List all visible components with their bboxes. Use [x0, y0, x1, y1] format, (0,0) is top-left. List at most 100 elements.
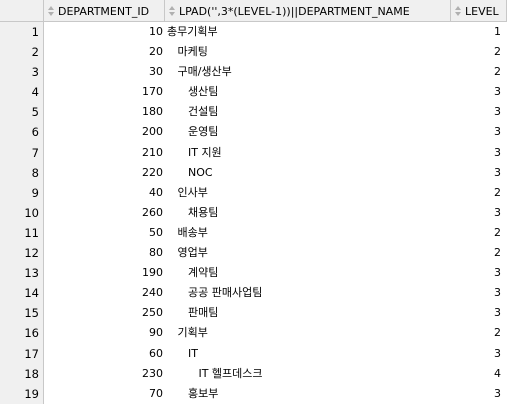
- level-cell[interactable]: 3: [494, 85, 501, 99]
- department-name-cell[interactable]: 홍보부: [167, 386, 219, 400]
- department-id-cell[interactable]: 260: [142, 205, 163, 219]
- department-name-cell[interactable]: IT: [167, 346, 198, 360]
- table-row[interactable]: 17 60 IT 3: [0, 343, 507, 364]
- table-row[interactable]: 14 240 공공 판매사업팀 3: [0, 283, 507, 304]
- table-row[interactable]: 10 260 채용팀 3: [0, 202, 507, 223]
- department-name-cell[interactable]: 배송부: [167, 225, 208, 239]
- row-number-cell[interactable]: 13: [0, 263, 44, 284]
- department-name-cell[interactable]: 운영팀: [167, 125, 219, 139]
- department-id-cell[interactable]: 250: [142, 306, 163, 320]
- table-row[interactable]: 8 220 NOC 3: [0, 162, 507, 183]
- table-row[interactable]: 19 70 홍보부 3: [0, 383, 507, 404]
- department-name-cell[interactable]: NOC: [167, 165, 213, 179]
- header-department-name[interactable]: LPAD('',3*(LEVEL-1))||DEPARTMENT_NAME: [165, 0, 451, 22]
- row-number-cell[interactable]: 4: [0, 82, 44, 103]
- level-cell[interactable]: 3: [494, 286, 501, 300]
- sort-arrows-icon[interactable]: [168, 5, 177, 17]
- level-cell[interactable]: 3: [494, 386, 501, 400]
- level-cell[interactable]: 4: [494, 366, 501, 380]
- department-id-cell[interactable]: 40: [149, 185, 163, 199]
- row-number-cell[interactable]: 7: [0, 142, 44, 163]
- level-cell[interactable]: 3: [494, 346, 501, 360]
- table-row[interactable]: 7 210 IT 지원 3: [0, 142, 507, 163]
- row-number-cell[interactable]: 16: [0, 323, 44, 344]
- department-name-cell[interactable]: 생산팀: [167, 85, 219, 99]
- department-id-cell[interactable]: 70: [149, 386, 163, 400]
- row-number-cell[interactable]: 6: [0, 122, 44, 143]
- row-number-cell[interactable]: 3: [0, 62, 44, 83]
- department-id-cell[interactable]: 60: [149, 346, 163, 360]
- row-number-cell[interactable]: 8: [0, 162, 44, 183]
- level-cell[interactable]: 3: [494, 266, 501, 280]
- level-cell[interactable]: 2: [494, 246, 501, 260]
- table-row[interactable]: 9 40 인사부 2: [0, 182, 507, 203]
- department-id-cell[interactable]: 230: [142, 366, 163, 380]
- level-cell[interactable]: 1: [494, 25, 501, 38]
- level-cell[interactable]: 2: [494, 326, 501, 340]
- table-row[interactable]: 15 250 판매팀 3: [0, 303, 507, 324]
- department-name-cell[interactable]: 판매팀: [167, 306, 219, 320]
- row-number-cell[interactable]: 9: [0, 182, 44, 203]
- table-row[interactable]: 12 80 영업부 2: [0, 243, 507, 264]
- department-id-cell[interactable]: 200: [142, 125, 163, 139]
- department-id-cell[interactable]: 180: [142, 105, 163, 119]
- table-row[interactable]: 4 170 생산팀 3: [0, 82, 507, 103]
- department-id-cell[interactable]: 50: [149, 225, 163, 239]
- department-name-cell[interactable]: 건설팀: [167, 105, 219, 119]
- row-number-cell[interactable]: 15: [0, 303, 44, 324]
- department-id-cell[interactable]: 170: [142, 85, 163, 99]
- level-cell[interactable]: 2: [494, 65, 501, 79]
- level-cell[interactable]: 3: [494, 125, 501, 139]
- department-id-cell[interactable]: 220: [142, 165, 163, 179]
- department-name-cell[interactable]: 채용팀: [167, 205, 219, 219]
- department-id-cell[interactable]: 20: [149, 45, 163, 59]
- department-name-cell[interactable]: IT 지원: [167, 145, 222, 159]
- row-number-cell[interactable]: 14: [0, 283, 44, 304]
- department-name-cell[interactable]: 계약팀: [167, 266, 219, 280]
- level-cell[interactable]: 3: [494, 165, 501, 179]
- row-number-cell[interactable]: 5: [0, 102, 44, 123]
- department-name-cell[interactable]: 영업부: [167, 246, 208, 260]
- department-name-cell[interactable]: 구매/생산부: [167, 65, 232, 79]
- header-department-id[interactable]: DEPARTMENT_ID: [44, 0, 165, 22]
- level-cell[interactable]: 2: [494, 185, 501, 199]
- row-number-cell[interactable]: 10: [0, 202, 44, 223]
- department-name-cell[interactable]: 공공 판매사업팀: [167, 286, 263, 300]
- row-number-cell[interactable]: 2: [0, 42, 44, 63]
- table-row[interactable]: 18 230 IT 헬프데스크 4: [0, 363, 507, 384]
- department-name-cell[interactable]: 인사부: [167, 185, 208, 199]
- department-name-cell[interactable]: 총무기획부: [167, 25, 218, 38]
- table-row[interactable]: 13 190 계약팀 3: [0, 263, 507, 284]
- row-number-cell[interactable]: 19: [0, 383, 44, 404]
- department-name-cell[interactable]: 마케팅: [167, 45, 208, 59]
- department-id-cell[interactable]: 240: [142, 286, 163, 300]
- row-number-cell[interactable]: 12: [0, 243, 44, 264]
- table-row[interactable]: 6 200 운영팀 3: [0, 122, 507, 143]
- level-cell[interactable]: 3: [494, 105, 501, 119]
- level-cell[interactable]: 3: [494, 205, 501, 219]
- table-row[interactable]: 5 180 건설팀 3: [0, 102, 507, 123]
- header-level[interactable]: LEVEL: [451, 0, 507, 22]
- row-number-cell[interactable]: 17: [0, 343, 44, 364]
- row-number-cell[interactable]: 18: [0, 363, 44, 384]
- department-name-cell[interactable]: IT 헬프데스크: [167, 366, 263, 380]
- sort-arrows-icon[interactable]: [47, 5, 56, 17]
- row-number-cell[interactable]: 1: [0, 22, 44, 43]
- table-row[interactable]: 11 50 배송부 2: [0, 222, 507, 244]
- department-name-cell[interactable]: 기획부: [167, 326, 208, 340]
- row-number-cell[interactable]: 11: [0, 222, 44, 244]
- department-id-cell[interactable]: 90: [149, 326, 163, 340]
- table-row[interactable]: 2 20 마케팅 2: [0, 42, 507, 63]
- department-id-cell[interactable]: 10: [149, 25, 163, 38]
- department-id-cell[interactable]: 210: [142, 145, 163, 159]
- table-row[interactable]: 3 30 구매/생산부 2: [0, 62, 507, 83]
- level-cell[interactable]: 2: [494, 225, 501, 239]
- department-id-cell[interactable]: 30: [149, 65, 163, 79]
- level-cell[interactable]: 3: [494, 145, 501, 159]
- table-row[interactable]: 16 90 기획부 2: [0, 323, 507, 344]
- department-id-cell[interactable]: 80: [149, 246, 163, 260]
- department-id-cell[interactable]: 190: [142, 266, 163, 280]
- sort-arrows-icon[interactable]: [454, 5, 463, 17]
- level-cell[interactable]: 3: [494, 306, 501, 320]
- table-row[interactable]: 1 10 총무기획부 1: [0, 22, 507, 43]
